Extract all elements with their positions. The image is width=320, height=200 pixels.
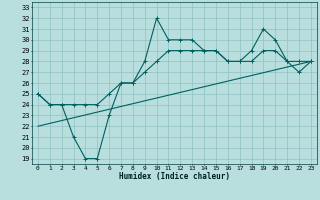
X-axis label: Humidex (Indice chaleur): Humidex (Indice chaleur) xyxy=(119,172,230,181)
